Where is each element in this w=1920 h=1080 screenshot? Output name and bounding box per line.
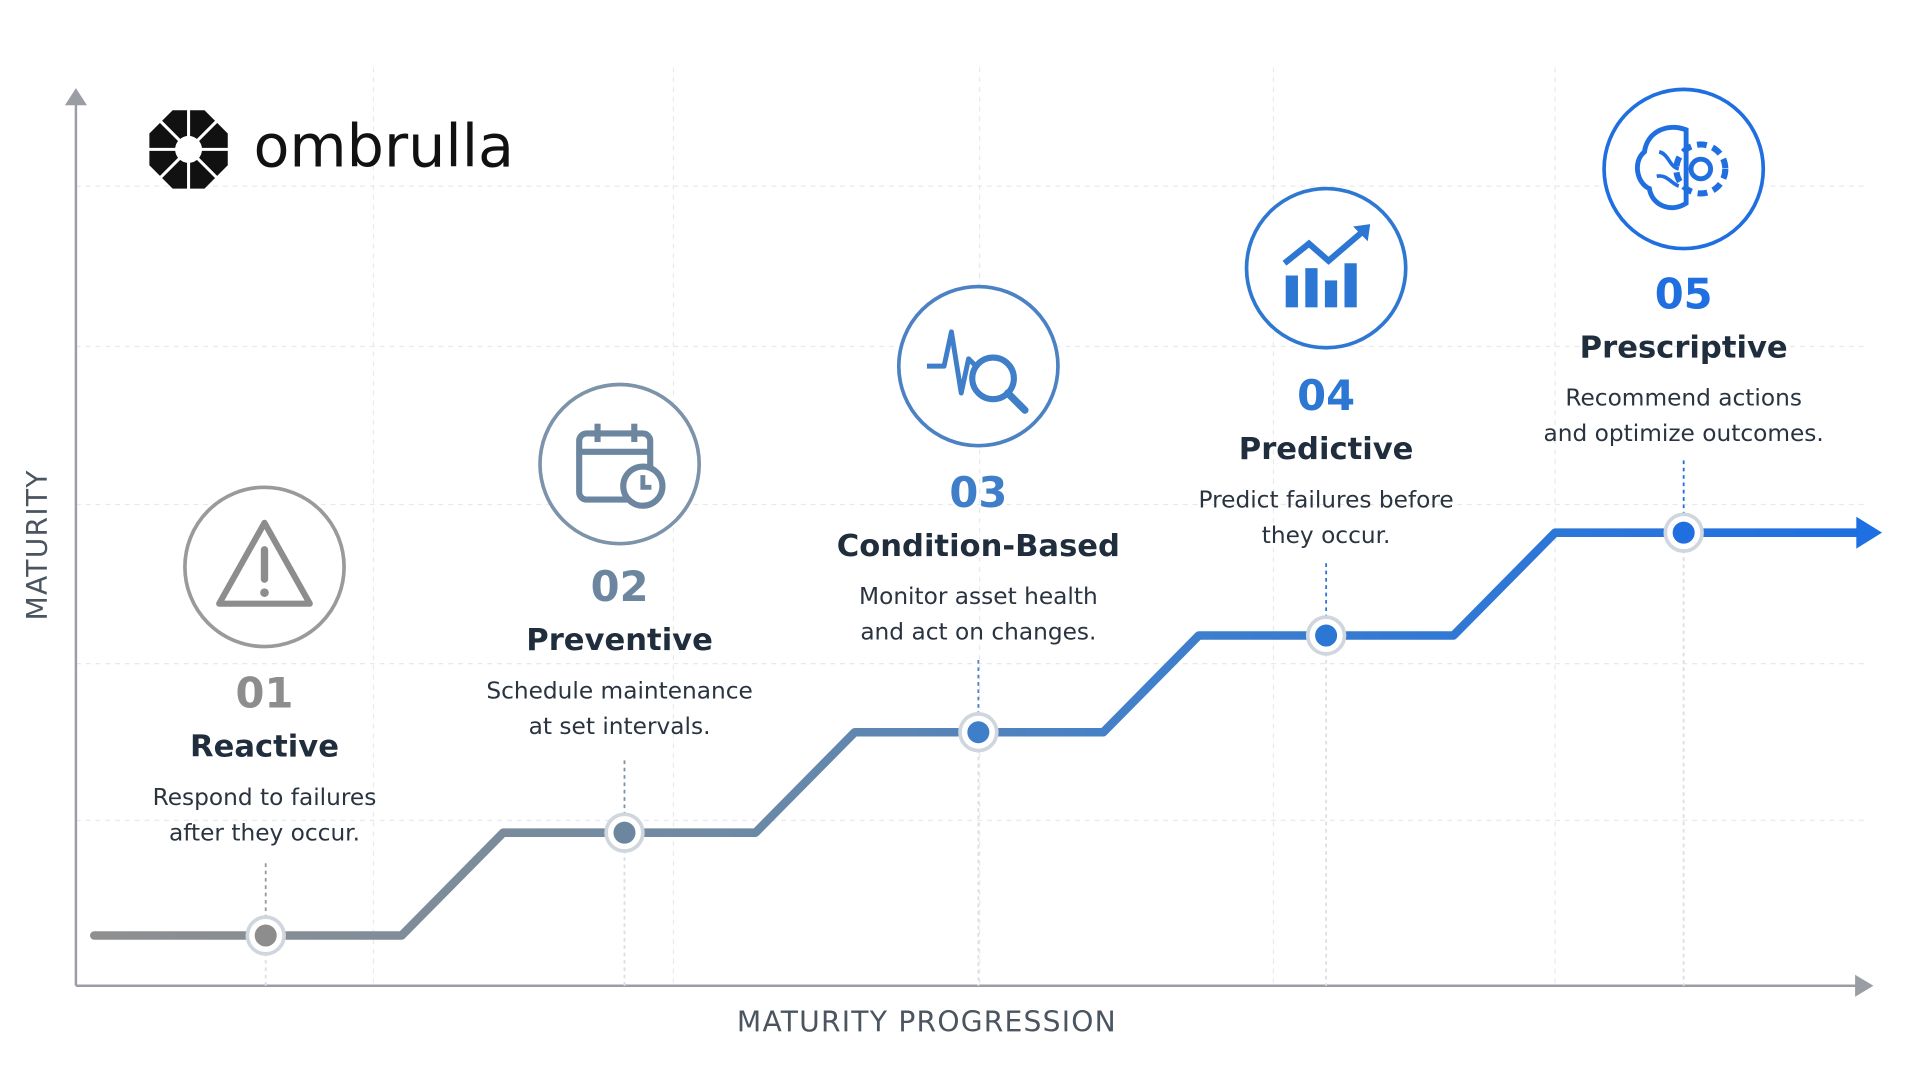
y-axis-label: MATURITY xyxy=(21,469,54,620)
icon xyxy=(216,519,313,607)
icon-shape xyxy=(216,519,313,607)
grid xyxy=(75,67,1868,986)
stage-number: 01 xyxy=(236,669,294,718)
stage: 05 Prescriptive Recommend actions and optim… xyxy=(1544,87,1824,986)
icon-shape xyxy=(1634,124,1689,210)
stage: 04 Predictive Predict failures before they … xyxy=(1198,186,1454,986)
icon-shape xyxy=(640,475,652,490)
logo: ombrulla xyxy=(146,107,514,192)
icon-shape xyxy=(1353,224,1371,242)
icon xyxy=(1634,124,1729,210)
icon-shape xyxy=(1688,156,1714,182)
icon xyxy=(576,423,666,509)
stage-title: Condition-Based xyxy=(837,529,1120,564)
stage-title: Preventive xyxy=(526,623,713,658)
stage-description: and act on changes. xyxy=(860,619,1096,646)
stage-title: Prescriptive xyxy=(1580,330,1788,365)
icon-ring xyxy=(538,382,702,546)
icon-shape xyxy=(1324,280,1338,308)
milestone-dot xyxy=(254,924,277,947)
step-arrow xyxy=(1856,516,1883,549)
stage-description: and optimize outcomes. xyxy=(1544,420,1824,447)
stage: 01 Reactive Respond to failures after they … xyxy=(153,485,377,986)
milestone-dot xyxy=(967,721,990,744)
icon-shape xyxy=(1282,229,1365,266)
icon-shape xyxy=(1305,268,1318,308)
icon-shape xyxy=(1344,263,1357,308)
icon-shape xyxy=(1673,141,1729,197)
icon-shape xyxy=(926,329,978,396)
stage-number: 05 xyxy=(1655,270,1713,319)
x-axis-label: MATURITY PROGRESSION xyxy=(737,1006,1117,1039)
stage-title: Reactive xyxy=(190,730,339,765)
icon-shape xyxy=(260,588,269,597)
stage-description: after they occur. xyxy=(169,819,360,846)
stage-description: Monitor asset health xyxy=(859,583,1098,610)
stage-description: they occur. xyxy=(1262,522,1391,549)
milestone-dot xyxy=(1672,521,1695,544)
milestone-dot xyxy=(1315,624,1338,647)
icon-shape xyxy=(1285,275,1298,308)
stage-number: 03 xyxy=(949,468,1007,517)
icon xyxy=(926,329,1029,414)
icon xyxy=(1282,224,1371,308)
stage-description: Schedule maintenance xyxy=(486,677,753,704)
stage-title: Predictive xyxy=(1239,432,1414,467)
icon-shape xyxy=(969,354,1017,403)
stage-number: 02 xyxy=(591,562,649,611)
stage-description: Respond to failures xyxy=(153,784,377,811)
stage-number: 04 xyxy=(1297,371,1355,420)
icon-shape xyxy=(1004,389,1029,414)
stage-description: Recommend actions xyxy=(1565,385,1802,412)
stage: 02 Preventive Schedule maintenance at set i… xyxy=(486,382,753,986)
axes xyxy=(64,88,1874,997)
stage-description: at set intervals. xyxy=(529,713,711,740)
stage: 03 Condition-Based Monitor asset health and… xyxy=(837,284,1120,986)
milestone-dot xyxy=(613,821,636,844)
stage-description: Predict failures before xyxy=(1198,486,1453,513)
icon-ring xyxy=(1244,186,1408,350)
logo-text: ombrulla xyxy=(253,112,514,181)
icon-shape xyxy=(1656,150,1680,188)
